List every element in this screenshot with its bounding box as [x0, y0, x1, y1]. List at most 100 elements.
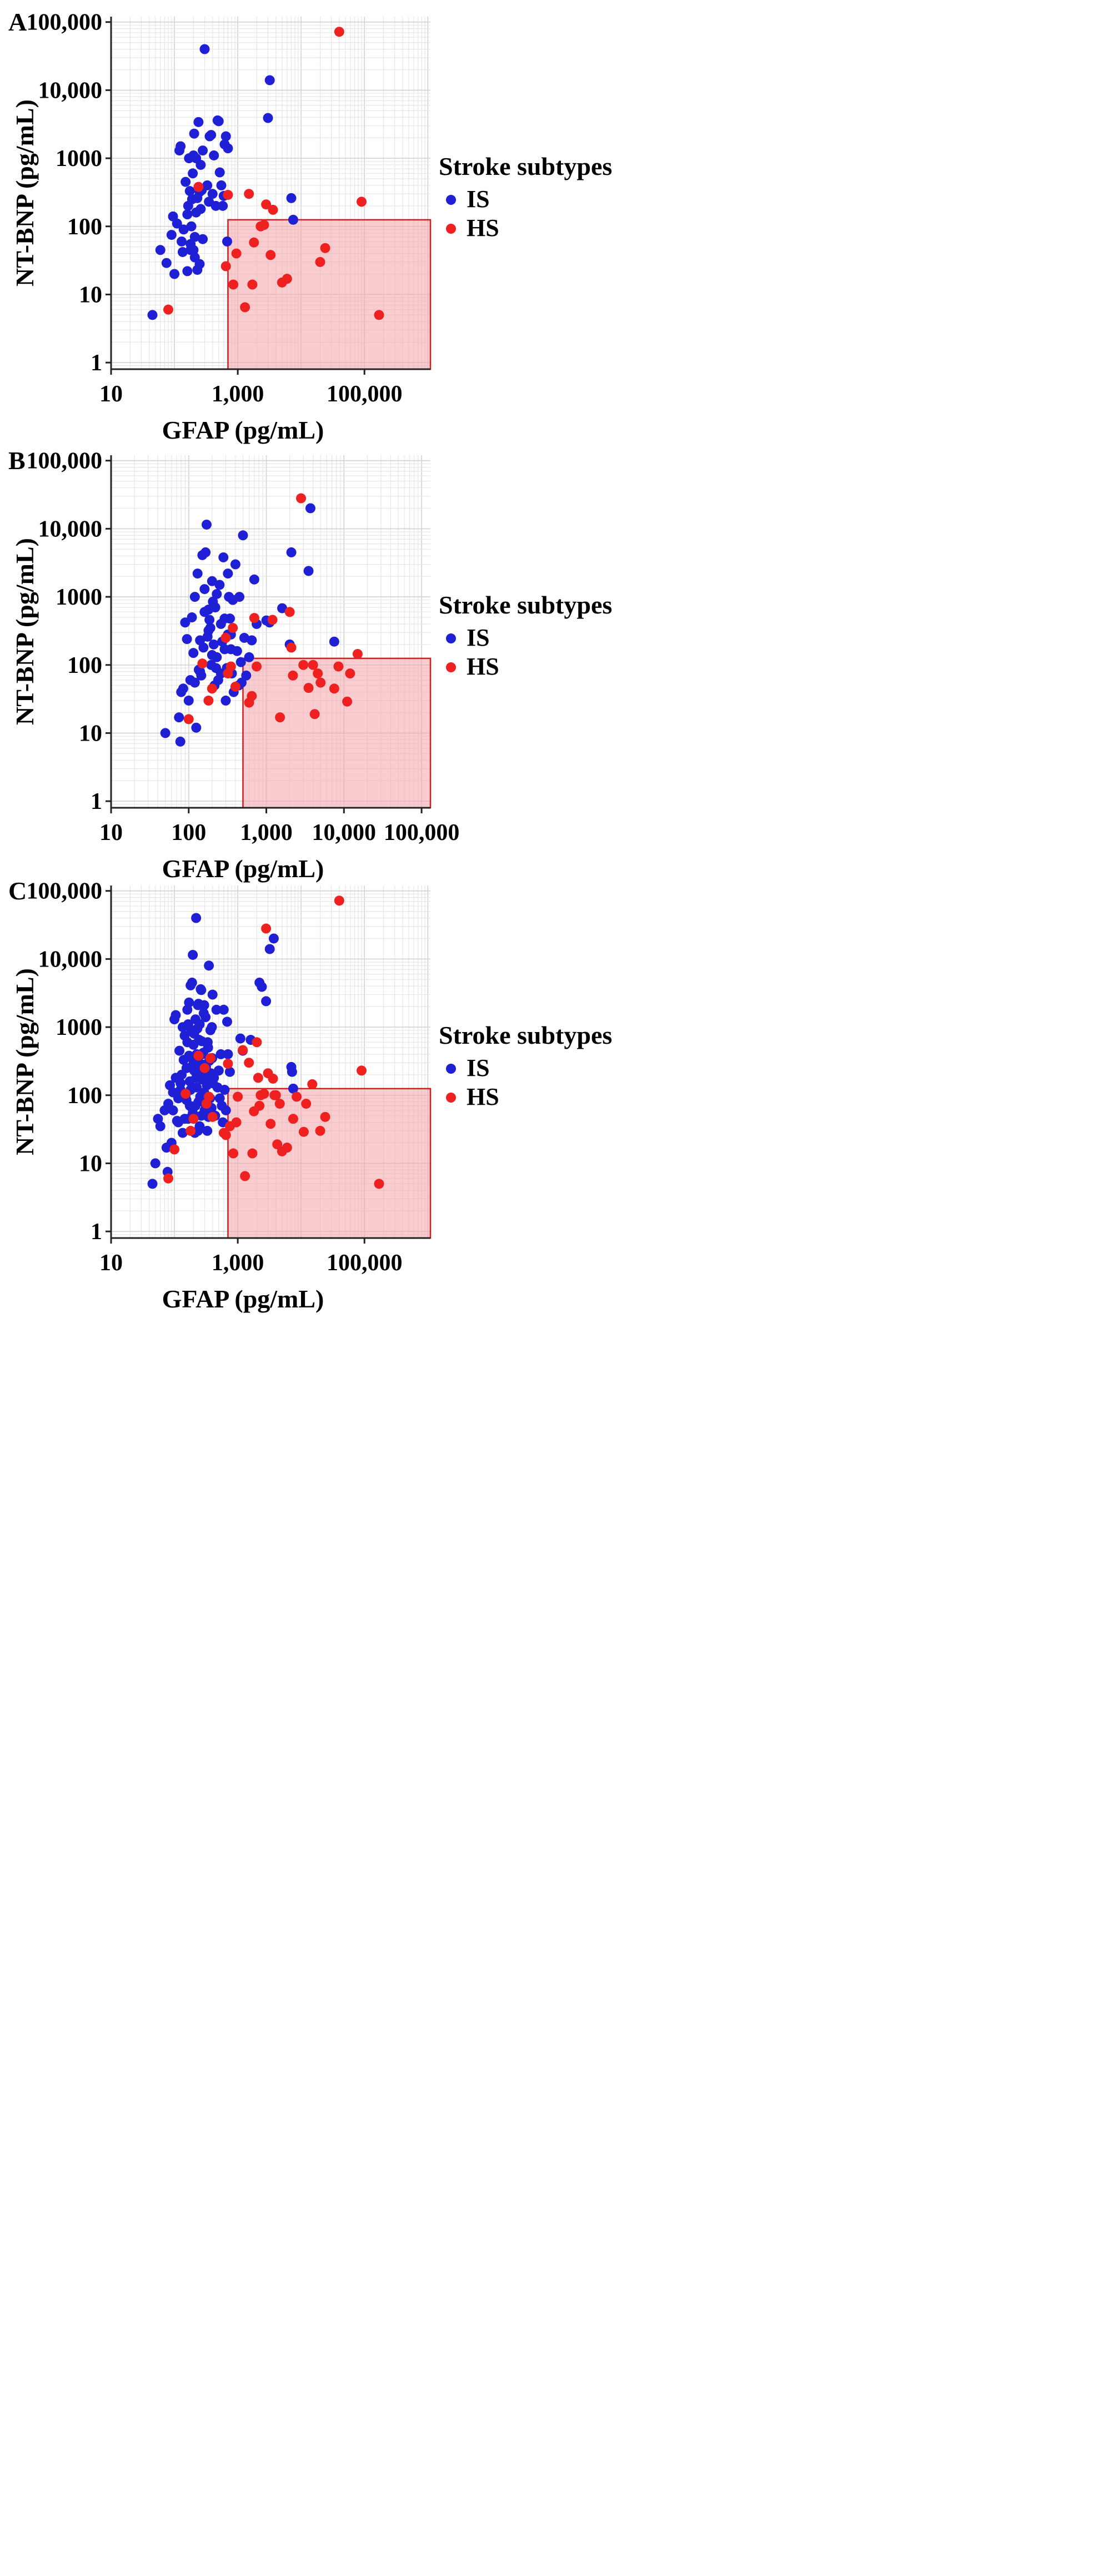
data-point-is: [216, 180, 227, 190]
data-point-is: [193, 117, 204, 127]
x-axis-title: GFAP (pg/mL): [162, 854, 324, 883]
data-point-hs: [282, 274, 292, 284]
y-axis-title: NT-BNP (pg/mL): [11, 968, 39, 1155]
data-point-is: [177, 236, 187, 246]
data-point-is: [195, 204, 206, 214]
data-point-hs: [163, 304, 174, 315]
data-point-is: [199, 44, 210, 54]
data-point-is: [180, 617, 190, 628]
data-point-is: [239, 632, 249, 643]
y-tick-label: 1: [91, 1219, 102, 1245]
data-point-hs: [307, 1079, 318, 1089]
x-tick-label: 100,000: [384, 820, 460, 846]
data-point-hs: [274, 1099, 285, 1109]
data-point-is: [305, 503, 315, 514]
data-point-is: [188, 949, 198, 960]
data-point-hs: [374, 310, 384, 320]
data-point-is: [206, 130, 217, 140]
data-point-is: [188, 1039, 199, 1050]
data-point-is: [174, 712, 184, 723]
panel-letter: B: [8, 446, 26, 475]
data-point-is: [211, 1004, 222, 1015]
data-point-is: [200, 547, 211, 557]
series-is: [147, 44, 298, 320]
data-point-hs: [220, 1130, 231, 1140]
data-point-hs: [203, 695, 214, 706]
data-point-is: [182, 634, 192, 645]
x-tick-label: 10: [99, 820, 123, 846]
data-point-is: [198, 234, 208, 244]
y-tick-label: 100: [67, 214, 102, 240]
data-point-is: [204, 615, 215, 625]
data-point-hs: [244, 1058, 254, 1068]
data-point-is: [196, 985, 207, 995]
data-point-hs: [240, 302, 250, 313]
data-point-is: [189, 128, 199, 139]
data-point-hs: [265, 1119, 276, 1129]
data-point-is: [207, 989, 218, 1000]
data-point-is: [288, 214, 298, 225]
data-point-hs: [334, 895, 344, 906]
data-point-is: [171, 1010, 181, 1020]
data-point-hs: [268, 204, 278, 215]
data-point-is: [191, 1073, 202, 1083]
panel-letter: C: [8, 877, 27, 905]
data-point-is: [207, 650, 217, 660]
data-point-is: [210, 200, 221, 211]
data-point-hs: [296, 493, 307, 504]
data-point-hs: [315, 1125, 325, 1136]
y-tick-label: 10,000: [38, 78, 103, 103]
data-point-is: [213, 116, 224, 127]
legend-marker-hs: [446, 224, 456, 234]
data-point-hs: [259, 1089, 269, 1099]
data-point-hs: [223, 1059, 233, 1069]
legend-title: Stroke subtypes: [439, 591, 612, 619]
data-point-hs: [267, 615, 278, 625]
data-point-is: [188, 648, 199, 658]
panel-letter: A: [8, 8, 27, 36]
data-point-is: [168, 1105, 178, 1115]
cutoff-region: [227, 219, 432, 370]
data-point-hs: [204, 1091, 214, 1102]
data-point-is: [161, 258, 172, 268]
chart-panel-a: 10 1,000 100,000110100100010,000100,000GFA…: [8, 8, 612, 444]
data-point-is: [199, 584, 210, 595]
data-point-is: [175, 736, 185, 747]
data-point-hs: [233, 1091, 243, 1102]
data-point-hs: [253, 1073, 263, 1083]
data-point-is: [224, 1066, 235, 1077]
data-point-hs: [313, 668, 323, 679]
data-point-is: [186, 221, 197, 232]
data-point-hs: [315, 256, 325, 267]
data-point-is: [182, 209, 193, 220]
y-tick-label: 1000: [56, 1015, 102, 1040]
data-point-hs: [193, 182, 204, 192]
data-point-hs: [185, 1125, 196, 1136]
data-point-is: [230, 559, 240, 570]
data-point-is: [213, 1065, 224, 1076]
data-point-is: [209, 150, 219, 160]
data-point-hs: [163, 1173, 174, 1184]
data-point-is: [287, 1066, 297, 1077]
data-point-is: [214, 167, 225, 178]
data-point-is: [189, 592, 200, 602]
data-point-hs: [275, 712, 285, 723]
data-point-is: [198, 145, 208, 156]
data-point-hs: [183, 714, 194, 724]
data-point-hs: [244, 189, 254, 199]
data-point-is: [329, 636, 339, 647]
data-point-is: [183, 695, 194, 706]
data-point-is: [178, 224, 189, 235]
data-point-is: [218, 552, 229, 562]
legend-marker-hs: [446, 1093, 456, 1103]
data-point-is: [220, 131, 231, 142]
data-point-hs: [298, 1126, 309, 1137]
data-point-is: [181, 177, 191, 187]
data-point-is: [219, 1085, 230, 1095]
series-is: [160, 503, 339, 747]
data-point-is: [160, 728, 171, 738]
data-point-is: [222, 236, 233, 246]
legend-label-hs: HS: [467, 214, 499, 242]
data-point-is: [193, 1096, 204, 1107]
